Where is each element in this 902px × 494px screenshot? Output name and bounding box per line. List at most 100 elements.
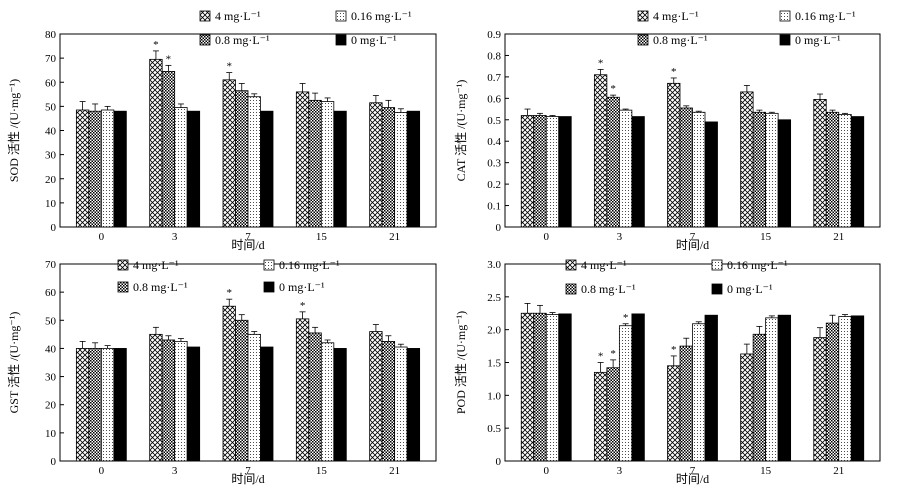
y-tick-label: 0.4 <box>487 136 501 148</box>
y-tick-label: 20 <box>45 400 57 412</box>
chart-panel-pod: 0 0.5 1.0 1.5 2.0 2.5 3.0 POD 活性 /(U·mg⁻¹) 0 3 7 15… <box>454 258 881 486</box>
legend-label: 0 mg·L⁻¹ <box>727 282 773 296</box>
y-tick-label: 2.5 <box>487 292 501 304</box>
x-tick-label: 3 <box>617 465 623 477</box>
y-tick-label: 40 <box>45 343 57 355</box>
bar-sod-0.8-day15 <box>308 99 322 228</box>
legend-label: 0 mg·L⁻¹ <box>351 33 397 47</box>
significance-star: * <box>153 39 159 51</box>
x-tick-label: 3 <box>172 231 178 243</box>
bar-gst-0.16-day7 <box>247 333 261 462</box>
bar-pod-4-day7 <box>667 365 681 462</box>
legend-swatch <box>263 281 275 293</box>
x-axis-label: 时间/d <box>231 472 264 486</box>
bar-sod-0.16-day7 <box>247 96 261 228</box>
significance-star: * <box>598 351 604 363</box>
bar-cat-4-day0 <box>520 115 535 228</box>
bar-cat-0.16-day21 <box>838 114 852 228</box>
bar-gst-4-day0 <box>75 348 90 462</box>
y-tick-label: 0.2 <box>487 179 501 191</box>
legend-label: 0.16 mg·L⁻¹ <box>351 9 412 23</box>
bar-sod-4-day15 <box>295 91 310 228</box>
x-tick-label: 15 <box>316 465 328 477</box>
chart-panel-sod: 0 10 20 30 40 50 60 70 80 SOD 活性 /(U·mg⁻¹) 0 3 7 15 21… <box>7 9 437 252</box>
bar-gst-0.8-day7 <box>235 319 249 462</box>
y-axis-label: POD 活性 /(U·mg⁻¹) <box>454 311 468 414</box>
bar-cat-4-day7 <box>667 82 681 228</box>
bar-gst-0.16-day3 <box>174 340 188 462</box>
x-tick-label: 21 <box>833 231 844 243</box>
x-tick-label: 15 <box>316 231 328 243</box>
bar-gst-0.16-day0 <box>100 348 115 462</box>
legend-swatch <box>117 259 129 271</box>
legend-label: 0 mg·L⁻¹ <box>795 33 841 47</box>
y-tick-label: 0 <box>51 456 57 468</box>
bar-gst-0-day3 <box>186 346 201 462</box>
bar-gst-0.8-day0 <box>88 348 102 462</box>
significance-star: * <box>300 300 306 312</box>
legend-label: 0 mg·L⁻¹ <box>279 280 325 294</box>
legend-label: 0.8 mg·L⁻¹ <box>215 33 270 47</box>
bar-cat-0.8-day15 <box>752 111 767 228</box>
bar-gst-0-day0 <box>113 348 127 462</box>
legend-label: 4 mg·L⁻¹ <box>215 9 261 23</box>
significance-star: * <box>671 66 677 78</box>
bar-gst-0.8-day21 <box>381 340 396 462</box>
bar-sod-4-day0 <box>75 109 90 228</box>
y-tick-label: 0.7 <box>487 72 501 84</box>
legend-label: 4 mg·L⁻¹ <box>133 258 179 272</box>
x-tick-label: 3 <box>617 231 623 243</box>
legend-entry: 0 mg·L⁻¹ <box>779 33 841 47</box>
y-tick-label: 0.3 <box>487 158 501 170</box>
y-tick-label: 30 <box>45 372 57 384</box>
bar-cat-0-day3 <box>631 116 645 228</box>
bar-pod-0-day15 <box>777 314 792 462</box>
legend-entry: 0 mg·L⁻¹ <box>711 282 773 296</box>
bar-sod-4-day7 <box>222 79 236 228</box>
bar-pod-4-day21 <box>813 337 827 462</box>
y-tick-label: 20 <box>45 174 57 186</box>
legend-entry: 0.8 mg·L⁻¹ <box>565 282 636 296</box>
y-axis-label: SOD 活性 /(U·mg⁻¹) <box>7 79 21 182</box>
bar-pod-0.8-day21 <box>825 322 840 462</box>
x-tick-label: 0 <box>544 465 550 477</box>
y-tick-label: 2.0 <box>487 325 501 337</box>
y-axis-label: GST 活性 /(U·mg⁻¹) <box>7 312 21 414</box>
y-tick-label: 10 <box>45 428 57 440</box>
bar-sod-0.8-day0 <box>88 110 102 228</box>
bar-pod-0.8-day15 <box>752 333 767 462</box>
bar-sod-0.8-day21 <box>381 107 396 228</box>
bar-pod-0.16-day0 <box>545 314 560 462</box>
bar-cat-0.8-day3 <box>606 96 620 228</box>
y-tick-label: 1.5 <box>487 358 501 370</box>
bar-pod-0.8-day7 <box>679 345 693 462</box>
y-tick-label: 30 <box>45 150 57 162</box>
legend-entry: 0.8 mg·L⁻¹ <box>117 280 188 294</box>
y-tick-label: 70 <box>45 259 57 271</box>
y-tick-label: 40 <box>45 126 57 138</box>
bar-pod-0-day21 <box>850 315 865 462</box>
bar-cat-0.8-day0 <box>533 115 547 228</box>
x-tick-label: 0 <box>99 231 105 243</box>
legend-swatch <box>637 10 649 22</box>
bar-sod-0.16-day0 <box>100 109 115 228</box>
x-tick-label: 21 <box>389 231 400 243</box>
bar-cat-0-day15 <box>777 119 792 228</box>
legend-label: 0.8 mg·L⁻¹ <box>581 282 636 296</box>
bar-pod-4-day15 <box>740 353 754 462</box>
chart-panel-cat: 0 0.1 0.2 0.3 0.4 0.5 0.6 0.7 0.8 0.9 CAT 活性 /(U·m… <box>454 9 881 252</box>
bar-cat-0-day7 <box>704 121 718 228</box>
bar-cat-0.16-day3 <box>618 109 633 228</box>
legend-entry: 0.16 mg·L⁻¹ <box>779 9 856 23</box>
bar-sod-0-day15 <box>333 110 347 228</box>
y-tick-label: 0 <box>51 222 57 234</box>
x-tick-label: 7 <box>690 465 696 477</box>
legend-swatch <box>263 259 275 271</box>
bar-gst-0.16-day21 <box>394 346 408 462</box>
legend-label: 4 mg·L⁻¹ <box>653 9 699 23</box>
bar-pod-0.16-day3 <box>618 325 633 462</box>
significance-star: * <box>671 344 677 356</box>
legend-label: 0.16 mg·L⁻¹ <box>279 258 340 272</box>
bar-cat-0.16-day0 <box>545 116 560 228</box>
